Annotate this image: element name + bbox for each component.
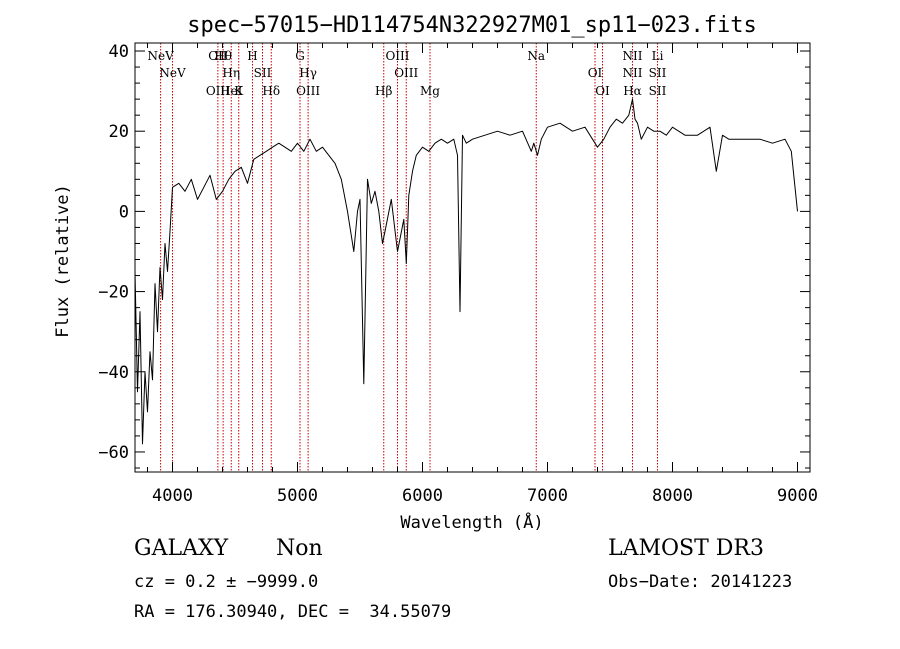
redshift-text: cz = 0.2 ± −9999.0: [134, 572, 319, 592]
line-label: NII: [623, 49, 643, 63]
line-label: SII: [649, 66, 667, 80]
spectral-line-markers: [160, 43, 658, 472]
line-label: Hβ: [375, 84, 392, 98]
y-tick-label: −20: [98, 283, 129, 303]
y-axis-label: Flux (relative): [53, 184, 73, 338]
x-tick-label: 7000: [527, 486, 568, 506]
line-label: NII: [623, 66, 643, 80]
plot-frame: [134, 42, 811, 473]
line-label: K: [234, 84, 244, 98]
x-axis-label: Wavelength (Å): [400, 511, 543, 533]
line-label: OIII: [394, 66, 418, 80]
object-class: GALAXY: [134, 536, 229, 561]
line-label: SII: [649, 84, 667, 98]
line-label: NeV: [159, 66, 186, 80]
line-label: Mg: [420, 84, 440, 98]
line-label: HeI: [220, 84, 243, 98]
line-label: Hθ: [214, 49, 232, 63]
x-tick-label: 5000: [277, 486, 318, 506]
object-subclass: Non: [276, 536, 323, 561]
line-label: H: [247, 49, 257, 63]
obs-date-text: Obs−Date: 20141223: [608, 572, 793, 592]
line-label: OIII: [296, 84, 320, 98]
survey-name: LAMOST DR3: [608, 536, 764, 561]
line-label: OIII: [385, 49, 409, 63]
line-label: Hδ: [262, 84, 280, 98]
spectrum-line: [134, 98, 798, 445]
axis-ticks: [135, 43, 810, 472]
x-tick-label: 9000: [777, 486, 818, 506]
line-label: Li: [652, 49, 664, 63]
line-label: Hγ: [299, 66, 317, 80]
y-tick-label: 40: [109, 42, 129, 62]
line-label: Na: [527, 49, 545, 63]
y-tick-label: 0: [119, 202, 129, 222]
chart-title: spec−57015−HD114754N322927M01_sp11−023.f…: [187, 13, 757, 38]
y-tick-label: −40: [98, 363, 129, 383]
line-label: G: [295, 49, 305, 63]
y-tick-label: 20: [109, 122, 129, 142]
line-label: SII: [254, 66, 272, 80]
tick-labels: 4000 5000 6000 7000 8000 9000 −60 −40 −20 0 20 40: [98, 42, 818, 506]
coordinates-text: RA = 176.30940, DEC = 34.55079: [134, 602, 452, 622]
line-label: OI: [595, 84, 610, 98]
x-tick-label: 8000: [652, 486, 693, 506]
y-tick-label: −60: [98, 443, 129, 463]
line-label: Hη: [222, 66, 240, 80]
line-label: OI: [588, 66, 603, 80]
line-label: OII: [208, 49, 228, 63]
line-label: Hα: [623, 84, 642, 98]
line-label: OIII: [206, 84, 230, 98]
x-tick-label: 4000: [152, 486, 193, 506]
x-tick-label: 6000: [402, 486, 443, 506]
line-label: NeV: [147, 49, 174, 63]
